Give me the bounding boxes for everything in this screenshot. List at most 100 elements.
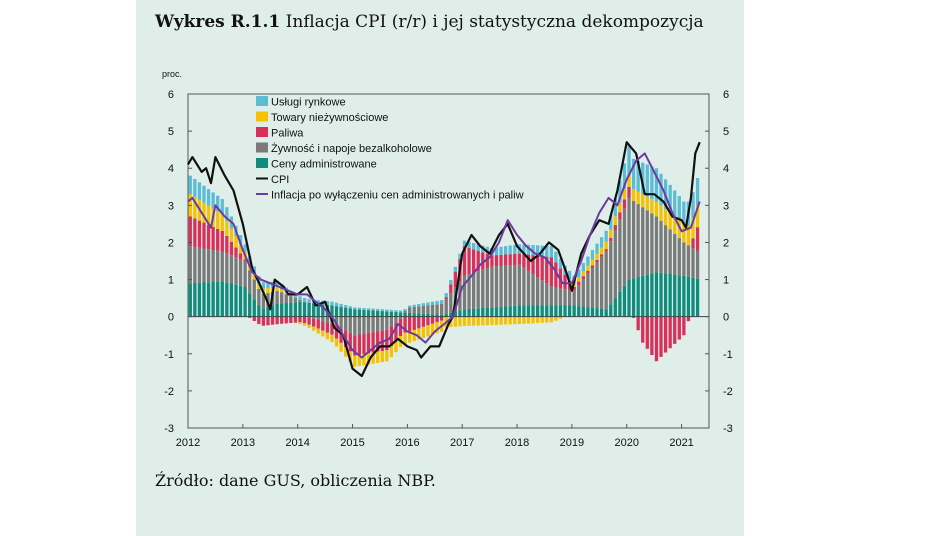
- bar-towary: [334, 338, 339, 347]
- bar-zywnosc: [517, 264, 521, 306]
- bar-zywnosc: [348, 316, 352, 333]
- bar-towary: [307, 324, 311, 328]
- bar-paliwa: [522, 254, 526, 268]
- bar-uslugi: [581, 262, 585, 272]
- bar-zywnosc: [266, 292, 270, 308]
- bar-zywnosc: [663, 225, 668, 274]
- bar-uslugi: [353, 307, 357, 310]
- bar-ceny_adm: [330, 305, 334, 317]
- bar-towary: [453, 316, 457, 327]
- bar-ceny_adm: [366, 310, 371, 317]
- legend-swatch-paliwa: [256, 127, 268, 137]
- plot-frame: [187, 93, 710, 429]
- bar-ceny_adm: [513, 305, 517, 317]
- bar-ceny_adm: [618, 291, 622, 317]
- bar-uslugi: [225, 207, 229, 221]
- x-tick-label: 2019: [560, 437, 584, 449]
- bar-paliwa: [485, 253, 489, 269]
- bar-ceny_adm: [490, 307, 494, 317]
- bar-zywnosc: [558, 288, 563, 306]
- bar-uslugi: [211, 192, 215, 209]
- bar-zywnosc: [581, 279, 585, 307]
- bar-towary: [389, 346, 394, 358]
- bar-zywnosc: [567, 289, 572, 306]
- bar-zywnosc: [389, 316, 394, 327]
- bar-zywnosc: [216, 250, 220, 282]
- y-tick-label-left: -3: [164, 423, 174, 435]
- bar-paliwa: [426, 316, 430, 326]
- bar-uslugi: [595, 243, 599, 254]
- bar-ceny_adm: [321, 304, 325, 317]
- bar-paliwa: [211, 226, 215, 251]
- bar-uslugi: [631, 158, 636, 190]
- bar-paliwa: [238, 253, 243, 260]
- bar-towary: [421, 326, 426, 338]
- y-tick-label-right: 6: [723, 89, 729, 101]
- bar-towary: [371, 352, 375, 364]
- y-tick-label-right: -1: [723, 349, 733, 361]
- legend-label-cpi: CPI: [271, 174, 289, 186]
- bar-paliwa: [243, 259, 247, 261]
- bar-zywnosc: [650, 213, 654, 274]
- bar-uslugi: [206, 189, 211, 206]
- bar-uslugi: [197, 182, 202, 200]
- bar-zywnosc: [668, 229, 672, 274]
- bar-zywnosc: [622, 208, 627, 286]
- bar-zywnosc: [636, 204, 640, 278]
- bar-ceny_adm: [334, 306, 339, 317]
- bar-uslugi: [202, 185, 206, 203]
- bar-ceny_adm: [526, 305, 531, 317]
- legend-swatch-zywnosc: [256, 142, 268, 153]
- bar-uslugi: [316, 300, 320, 304]
- bar-towary: [284, 292, 288, 295]
- bar-towary: [316, 328, 320, 334]
- bar-uslugi: [261, 282, 266, 289]
- bar-paliwa: [330, 323, 334, 335]
- figure-label: Wykres R.1.1: [155, 12, 281, 32]
- bar-zywnosc: [572, 290, 576, 306]
- bar-ceny_adm: [348, 308, 352, 317]
- bar-paliwa: [462, 246, 467, 276]
- bar-paliwa: [659, 316, 663, 357]
- bar-towary: [540, 316, 544, 323]
- bar-paliwa: [453, 271, 457, 288]
- bar-zywnosc: [462, 275, 467, 310]
- bar-zywnosc: [659, 220, 663, 273]
- bar-uslugi: [371, 308, 375, 311]
- bar-towary: [293, 322, 298, 324]
- bar-paliwa: [257, 316, 261, 325]
- bar-ceny_adm: [641, 275, 645, 317]
- bar-ceny_adm: [353, 309, 357, 317]
- bar-uslugi: [275, 281, 279, 288]
- bar-paliwa: [654, 316, 659, 362]
- bar-towary: [206, 205, 211, 225]
- bar-paliwa: [398, 318, 403, 336]
- bar-zywnosc: [430, 304, 435, 315]
- bar-zywnosc: [503, 265, 508, 307]
- bar-ceny_adm: [645, 274, 649, 317]
- bar-paliwa: [467, 247, 471, 275]
- bar-uslugi: [471, 243, 476, 250]
- bar-zywnosc: [549, 286, 553, 306]
- bar-zywnosc: [673, 233, 677, 275]
- bar-ceny_adm: [682, 275, 686, 317]
- bar-paliwa: [234, 247, 238, 258]
- bar-uslugi: [330, 301, 334, 306]
- bar-paliwa: [193, 218, 197, 247]
- bar-ceny_adm: [261, 308, 266, 317]
- bar-towary: [549, 316, 553, 323]
- bar-zywnosc: [403, 310, 407, 313]
- bar-ceny_adm: [435, 314, 439, 317]
- bar-uslugi: [403, 309, 407, 311]
- bar-zywnosc: [526, 270, 531, 306]
- bar-ceny_adm: [627, 279, 631, 317]
- bar-uslugi: [380, 309, 384, 312]
- bar-zywnosc: [362, 316, 366, 334]
- bar-uslugi: [641, 162, 645, 195]
- bar-ceny_adm: [563, 305, 567, 317]
- bar-towary: [673, 216, 677, 234]
- bar-towary: [330, 334, 334, 343]
- bar-uslugi: [357, 307, 362, 310]
- y-tick-label-left: 0: [168, 312, 174, 324]
- y-tick-label-left: 1: [168, 275, 174, 287]
